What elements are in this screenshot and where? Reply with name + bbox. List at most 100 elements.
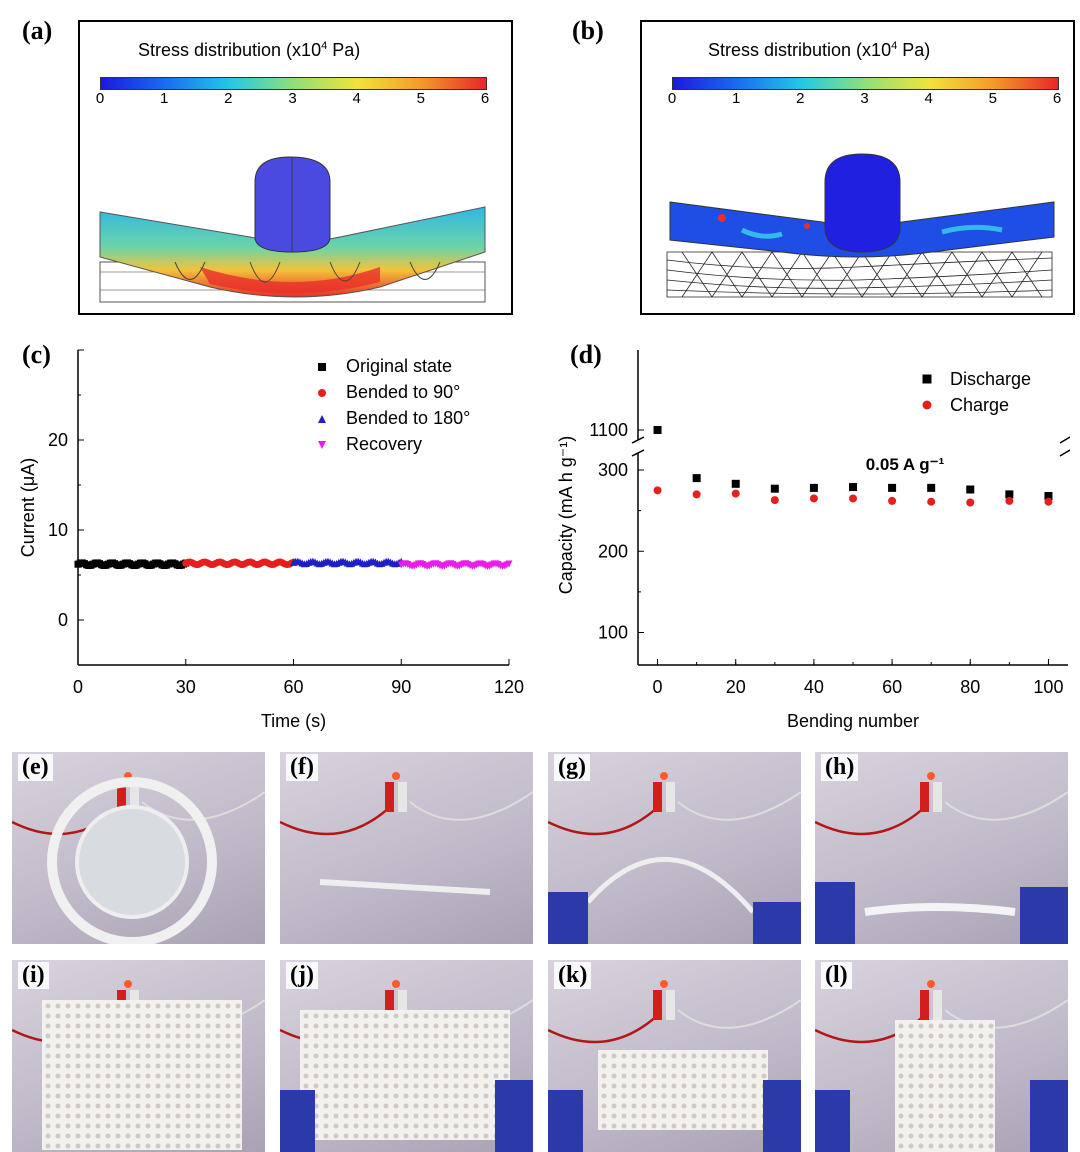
mesh-hole [75,1053,81,1059]
mesh-hole [105,1053,111,1059]
mesh-hole [493,1033,499,1039]
mesh-hole [978,1113,984,1119]
y-tick-label: 1100 [589,420,628,440]
mesh-hole [145,1113,151,1119]
mesh-hole [235,1013,241,1019]
battery-fiber [319,879,491,895]
mesh-hole [731,1093,737,1099]
mesh-hole [115,1123,121,1129]
panel-b-colorbar-ticks: 0 1 2 3 4 5 6 [668,90,1061,110]
mesh-hole [383,1013,389,1019]
mesh-hole [175,1023,181,1029]
mesh-hole [731,1103,737,1109]
mesh-hole [165,1053,171,1059]
mesh-hole [473,1093,479,1099]
mesh-hole [601,1123,607,1129]
mesh-hole [443,1113,449,1119]
mesh-hole [443,1023,449,1029]
mesh-hole [383,1093,389,1099]
mesh-hole [115,1023,121,1029]
mesh-hole [958,1043,964,1049]
photo-ring: (e) [12,752,265,944]
mesh-hole [205,1103,211,1109]
glove [495,1080,533,1152]
mesh-hole [393,1123,399,1129]
mesh-hole [463,1073,469,1079]
mesh-hole [65,1083,71,1089]
mesh-hole [353,1063,359,1069]
mesh-hole [235,1113,241,1119]
mesh-hole [988,1063,994,1069]
red-wire [548,806,659,836]
mesh-hole [333,1013,339,1019]
mesh-hole [205,1083,211,1089]
legend-label: Recovery [346,434,422,454]
data-point [1044,497,1053,506]
mesh-hole [443,1093,449,1099]
mesh-hole [135,1053,141,1059]
mesh-hole [175,1133,181,1139]
mesh-hole [503,1043,509,1049]
white-mesh [42,1000,242,1150]
mesh-hole [423,1133,429,1139]
mesh-hole [165,1003,171,1009]
mesh-hole [611,1113,617,1119]
mesh-hole [45,1063,51,1069]
mesh-hole [65,1003,71,1009]
mesh-hole [651,1123,657,1129]
mesh-hole [463,1123,469,1129]
mesh-hole [393,1033,399,1039]
mesh-hole [691,1113,697,1119]
mesh-hole [215,1083,221,1089]
mesh-hole [423,1013,429,1019]
rate-annotation: 0.05 A g⁻¹ [866,455,945,474]
mesh-hole [205,1073,211,1079]
mesh-hole [235,1003,241,1009]
mesh-hole [145,1003,151,1009]
glove [763,1080,801,1152]
mesh-hole [333,1063,339,1069]
mesh-hole [185,1133,191,1139]
mesh-hole [323,1033,329,1039]
mesh-hole [373,1083,379,1089]
glove [815,882,855,944]
mesh-hole [55,1003,61,1009]
led-light [927,772,935,780]
mesh-hole [145,1013,151,1019]
mesh-hole [948,1103,954,1109]
mesh-hole [145,1043,151,1049]
mesh-hole [105,1123,111,1129]
mesh-hole [968,1063,974,1069]
y-tick-label: 100 [598,623,628,643]
mesh-hole [85,1133,91,1139]
mesh-hole [463,1083,469,1089]
mesh-hole [225,1113,231,1119]
photo-scene [548,772,801,944]
mesh-hole [353,1023,359,1029]
mesh-hole [105,1093,111,1099]
led-light [927,980,935,988]
mesh-hole [741,1063,747,1069]
glove [548,1090,583,1152]
mesh-hole [671,1123,677,1129]
mesh-hole [215,1133,221,1139]
led-light [392,980,400,988]
mesh-hole [948,1143,954,1149]
legend-label: Charge [950,395,1009,415]
mesh-hole [393,1023,399,1029]
mesh-hole [908,1133,914,1139]
mesh-hole [908,1033,914,1039]
mesh-hole [195,1023,201,1029]
mesh-hole [988,1043,994,1049]
mesh-hole [403,1013,409,1019]
mesh-hole [701,1103,707,1109]
mesh-hole [413,1083,419,1089]
mesh-hole [135,1013,141,1019]
mesh-hole [353,1043,359,1049]
mesh-hole [958,1133,964,1139]
mesh-hole [195,1063,201,1069]
mesh-hole [145,1123,151,1129]
mesh-hole [483,1053,489,1059]
x-tick-label: 40 [804,677,824,697]
mesh-hole [918,1113,924,1119]
